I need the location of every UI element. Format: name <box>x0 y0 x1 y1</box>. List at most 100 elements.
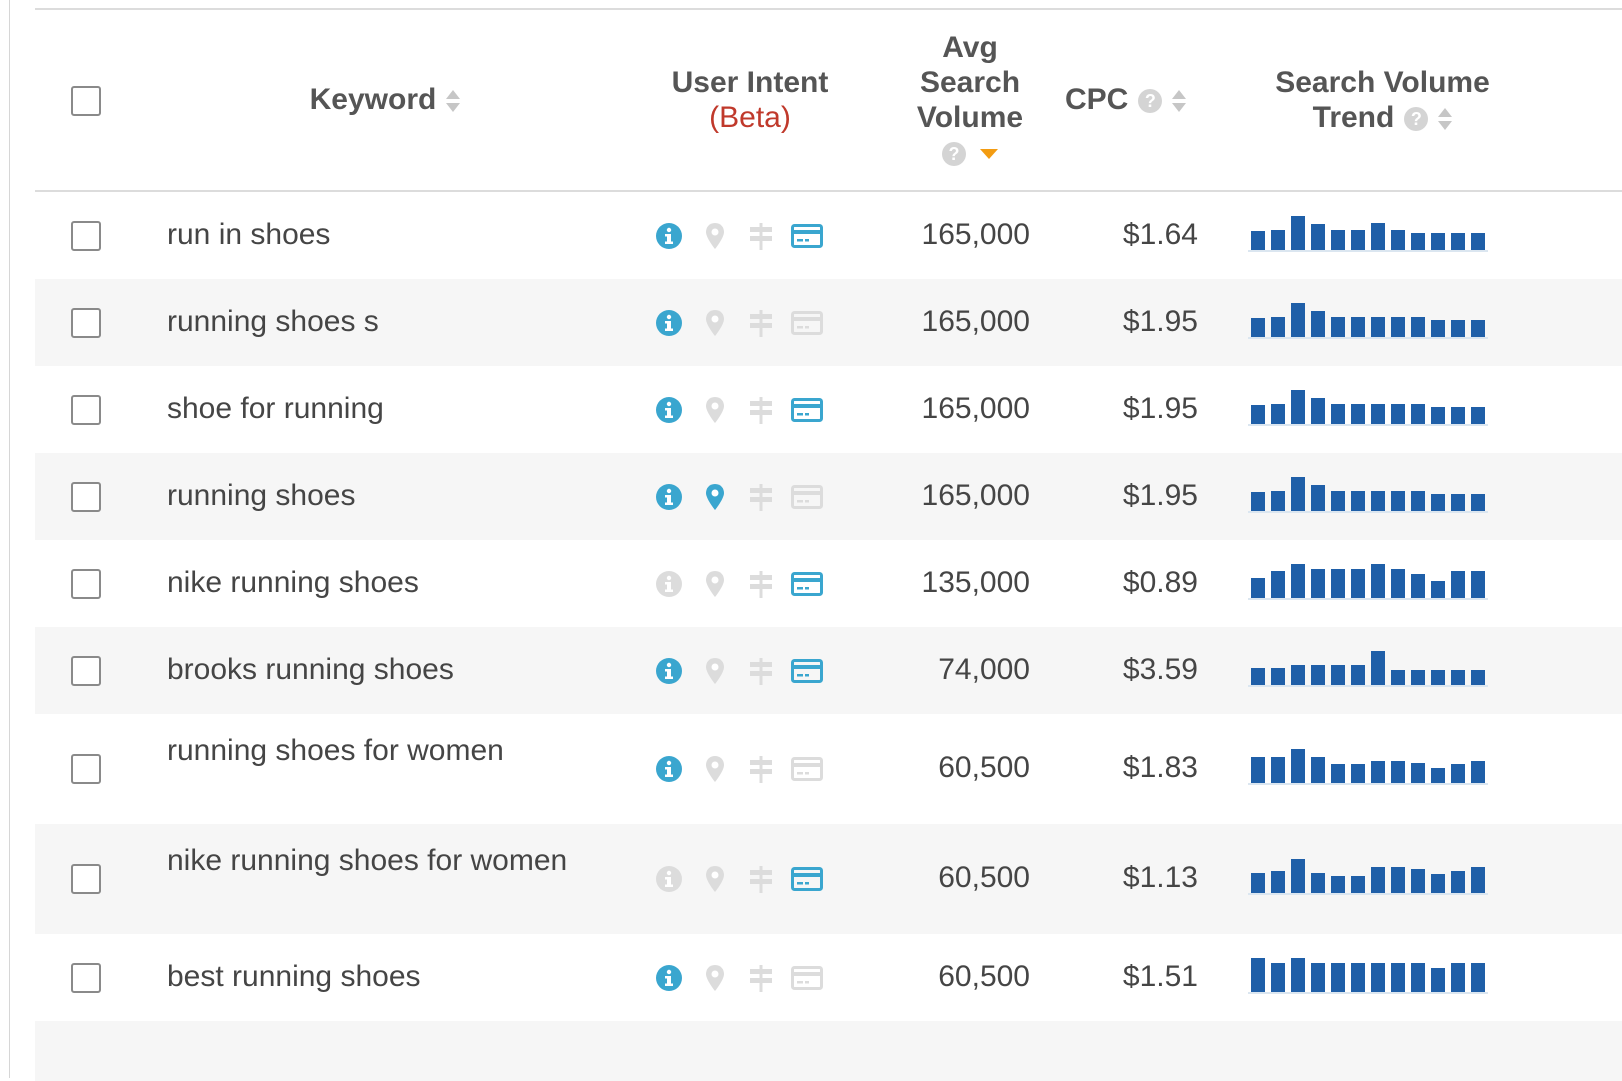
table-row[interactable]: nike running shoes for women 60,500 $1.13 <box>35 824 1622 934</box>
table-row[interactable] <box>35 1021 1622 1081</box>
keyword-cell[interactable]: nike running shoes <box>167 565 419 599</box>
row-checkbox[interactable] <box>71 220 101 251</box>
signpost-icon[interactable] <box>745 962 777 994</box>
sort-icon[interactable] <box>446 90 461 113</box>
row-checkbox[interactable] <box>71 655 101 686</box>
keyword-cell[interactable]: running shoes s <box>167 304 379 338</box>
table-row[interactable]: running shoes s 165,000 $1.95 <box>35 279 1622 366</box>
trend-bar <box>1471 962 1485 992</box>
avg-search-volume-header[interactable]: Avg Search Volume ? <box>900 30 1040 170</box>
trend-label-line1: Search Volume <box>1275 66 1490 99</box>
keyword-cell[interactable]: best running shoes <box>167 959 421 993</box>
trend-bar <box>1351 876 1365 893</box>
row-checkbox[interactable] <box>71 568 101 599</box>
trend-bar <box>1391 568 1405 598</box>
table-row[interactable]: run in shoes 165,000 $1.64 <box>35 192 1622 279</box>
search-volume-trend-chart <box>1248 476 1488 513</box>
trend-bar <box>1411 763 1425 783</box>
signpost-icon[interactable] <box>745 307 777 339</box>
trend-bar <box>1431 669 1445 685</box>
table-header: Keyword User Intent (Beta) Avg Search Vo… <box>35 10 1622 192</box>
trend-bar <box>1331 403 1345 424</box>
cpc-cell: $1.51 <box>1122 959 1198 993</box>
credit-card-icon[interactable] <box>791 863 823 895</box>
location-pin-icon[interactable] <box>699 394 731 426</box>
info-icon[interactable] <box>653 394 685 426</box>
info-icon[interactable] <box>653 962 685 994</box>
sort-icon[interactable] <box>1172 90 1187 113</box>
keyword-cell[interactable]: run in shoes <box>167 217 331 251</box>
trend-bar <box>1411 403 1425 424</box>
credit-card-icon[interactable] <box>791 220 823 252</box>
location-pin-icon[interactable] <box>699 220 731 252</box>
table-row[interactable]: best running shoes 60,500 $1.51 <box>35 934 1622 1021</box>
trend-bar <box>1331 490 1345 511</box>
keyword-cell[interactable]: nike running shoes for women <box>167 844 568 877</box>
row-checkbox[interactable] <box>71 307 101 338</box>
location-pin-icon[interactable] <box>699 568 731 600</box>
credit-card-icon[interactable] <box>791 753 823 785</box>
signpost-icon[interactable] <box>745 863 777 895</box>
location-pin-icon[interactable] <box>699 962 731 994</box>
credit-card-icon[interactable] <box>791 394 823 426</box>
row-checkbox[interactable] <box>71 962 101 993</box>
signpost-icon[interactable] <box>745 655 777 687</box>
credit-card-icon[interactable] <box>791 568 823 600</box>
location-pin-icon[interactable] <box>699 753 731 785</box>
trend-bar <box>1271 403 1285 424</box>
info-icon[interactable] <box>653 307 685 339</box>
trend-bar <box>1351 764 1365 783</box>
table-row[interactable]: running shoes for women 60,500 $1.83 <box>35 714 1622 824</box>
avg-volume-label-line1: Avg <box>942 31 998 64</box>
select-all-checkbox[interactable] <box>71 86 101 116</box>
signpost-icon[interactable] <box>745 753 777 785</box>
location-pin-icon[interactable] <box>699 307 731 339</box>
help-icon[interactable]: ? <box>942 142 966 167</box>
trend-bar <box>1391 962 1405 992</box>
cpc-header[interactable]: CPC? <box>1065 82 1215 117</box>
keyword-header[interactable]: Keyword <box>285 82 485 117</box>
info-icon[interactable] <box>653 753 685 785</box>
table-row[interactable]: running shoes 165,000 $1.95 <box>35 453 1622 540</box>
table-row[interactable]: shoe for running 165,000 $1.95 <box>35 366 1622 453</box>
row-checkbox[interactable] <box>71 864 101 894</box>
sort-icon[interactable] <box>1438 108 1453 131</box>
trend-bar <box>1451 493 1465 511</box>
credit-card-icon[interactable] <box>791 962 823 994</box>
sort-desc-icon[interactable] <box>980 149 998 160</box>
signpost-icon[interactable] <box>745 220 777 252</box>
help-icon[interactable]: ? <box>1138 89 1163 114</box>
help-icon[interactable]: ? <box>1404 107 1429 132</box>
row-checkbox[interactable] <box>71 754 101 784</box>
info-icon[interactable] <box>653 863 685 895</box>
beta-label: (Beta) <box>709 101 791 134</box>
location-pin-icon[interactable] <box>699 481 731 513</box>
info-icon[interactable] <box>653 220 685 252</box>
info-icon[interactable] <box>653 655 685 687</box>
trend-bar <box>1471 761 1485 783</box>
trend-bar <box>1471 493 1485 511</box>
signpost-icon[interactable] <box>745 568 777 600</box>
signpost-icon[interactable] <box>745 394 777 426</box>
table-row[interactable]: brooks running shoes 74,000 $3.59 <box>35 627 1622 714</box>
table-row[interactable]: nike running shoes 135,000 $0.89 <box>35 540 1622 627</box>
row-checkbox[interactable] <box>71 394 101 425</box>
keyword-cell[interactable]: running shoes <box>167 478 356 512</box>
search-volume-trend-header[interactable]: Search Volume Trend? <box>1260 65 1505 135</box>
location-pin-icon[interactable] <box>699 655 731 687</box>
info-icon[interactable] <box>653 481 685 513</box>
keyword-cell[interactable]: running shoes for women <box>167 734 504 767</box>
trend-bar <box>1471 232 1485 250</box>
signpost-icon[interactable] <box>745 481 777 513</box>
credit-card-icon[interactable] <box>791 481 823 513</box>
location-pin-icon[interactable] <box>699 863 731 895</box>
keyword-cell[interactable]: shoe for running <box>167 391 384 425</box>
credit-card-icon[interactable] <box>791 307 823 339</box>
trend-bar <box>1351 664 1365 685</box>
keyword-cell[interactable]: brooks running shoes <box>167 652 454 686</box>
credit-card-icon[interactable] <box>791 655 823 687</box>
trend-bar <box>1451 232 1465 250</box>
row-checkbox[interactable] <box>71 481 101 512</box>
info-icon[interactable] <box>653 568 685 600</box>
trend-bar <box>1291 389 1305 424</box>
